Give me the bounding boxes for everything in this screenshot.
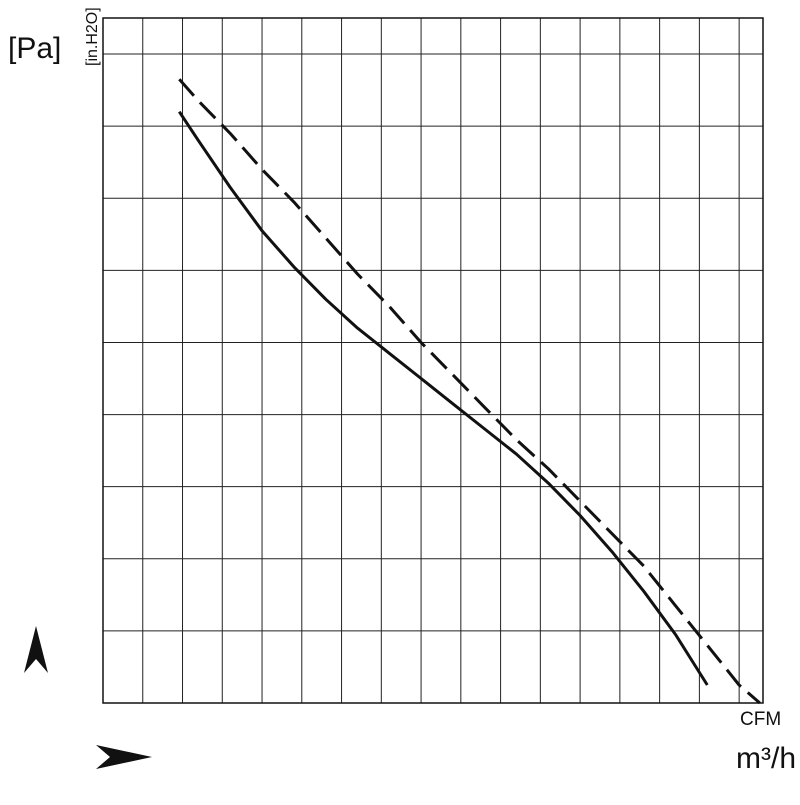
- plot-frame: [102, 17, 764, 704]
- series-line-2: [178, 78, 761, 705]
- series-line-1: [178, 110, 709, 686]
- grid: [103, 18, 763, 703]
- y-axis-unit-pa: [Pa]: [8, 32, 61, 65]
- x-axis-unit-cfm: CFM: [740, 709, 781, 730]
- up-arrow-icon: [24, 626, 48, 673]
- plot-border: [102, 17, 764, 704]
- right-arrow-icon: [96, 745, 152, 769]
- x2-axis-unit-m3h: m³/h: [736, 742, 796, 775]
- y2-axis-unit-inh2o: [in.H2O]: [84, 7, 101, 66]
- series-layer: [178, 78, 761, 705]
